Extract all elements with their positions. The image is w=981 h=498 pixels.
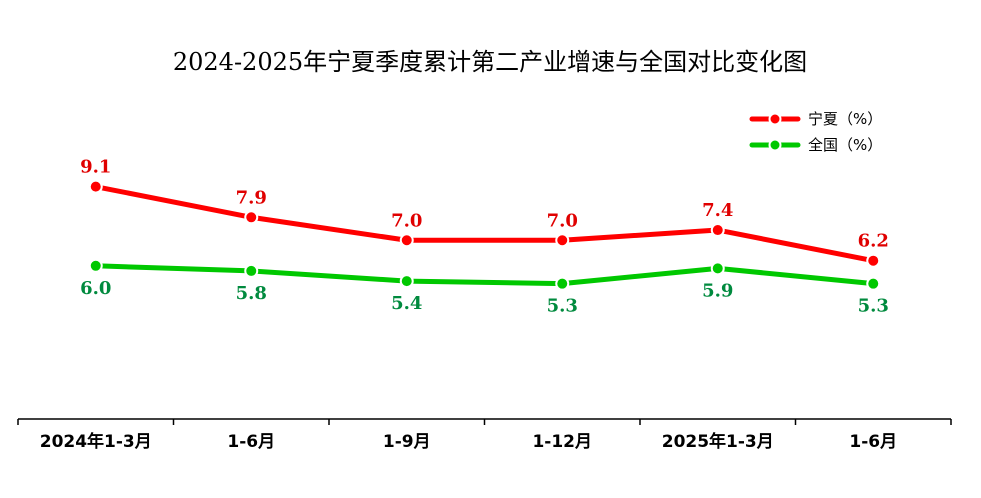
data-point xyxy=(555,233,570,248)
data-label: 6.2 xyxy=(858,231,889,252)
data-point xyxy=(555,276,570,291)
legend-item-national: 全国（%） xyxy=(749,136,882,154)
x-tick-label: 2025年1-3月 xyxy=(662,431,774,452)
data-label: 7.0 xyxy=(547,210,578,231)
legend-item-ningxia: 宁夏（%） xyxy=(749,110,882,128)
legend-label-national: 全国（%） xyxy=(808,136,882,154)
series-ningxia: 9.1 7.9 7.0 7.0 7.4 6.2 xyxy=(80,157,889,268)
x-tick-label: 1-9月 xyxy=(383,432,431,452)
data-label: 7.4 xyxy=(702,200,733,221)
chart-title: 2024-2025年宁夏季度累计第二产业增速与全国对比变化图 xyxy=(173,48,807,76)
data-label: 5.4 xyxy=(391,293,422,314)
legend-label-ningxia: 宁夏（%） xyxy=(808,110,882,128)
data-point xyxy=(710,261,725,276)
data-label: 6.0 xyxy=(80,278,111,299)
plot-area: 9.1 7.9 7.0 7.0 7.4 6.2 6.0 5.8 5.4 5.3 5.9 5.3 xyxy=(80,157,889,317)
data-label: 5.3 xyxy=(547,296,578,317)
x-axis: 2024年1-3月 1-6月 1-9月 1-12月 2025年1-3月 1-6月 xyxy=(17,418,952,452)
legend-marker-national xyxy=(768,138,782,152)
data-label: 5.9 xyxy=(702,280,733,301)
data-label: 7.9 xyxy=(236,187,267,208)
x-tick-label: 2024年1-3月 xyxy=(40,431,152,452)
data-point xyxy=(244,263,259,278)
legend: 宁夏（%） 全国（%） xyxy=(749,110,882,154)
data-point xyxy=(88,179,103,194)
data-label: 5.3 xyxy=(858,296,889,317)
data-point xyxy=(866,253,881,268)
x-tick-label: 1-12月 xyxy=(532,432,592,452)
data-point xyxy=(399,274,414,289)
series-national: 6.0 5.8 5.4 5.3 5.9 5.3 xyxy=(80,258,889,317)
data-point xyxy=(399,233,414,248)
data-label: 7.0 xyxy=(391,210,422,231)
legend-marker-ningxia xyxy=(768,112,782,126)
x-tick-label: 1-6月 xyxy=(849,432,897,452)
data-point xyxy=(866,276,881,291)
x-tick-label: 1-6月 xyxy=(227,432,275,452)
data-label: 5.8 xyxy=(236,283,267,304)
data-point xyxy=(88,258,103,273)
series-line-national xyxy=(93,263,876,287)
data-point xyxy=(710,223,725,238)
data-point xyxy=(244,210,259,225)
data-label: 9.1 xyxy=(80,157,111,178)
series-line-ningxia xyxy=(93,184,876,264)
